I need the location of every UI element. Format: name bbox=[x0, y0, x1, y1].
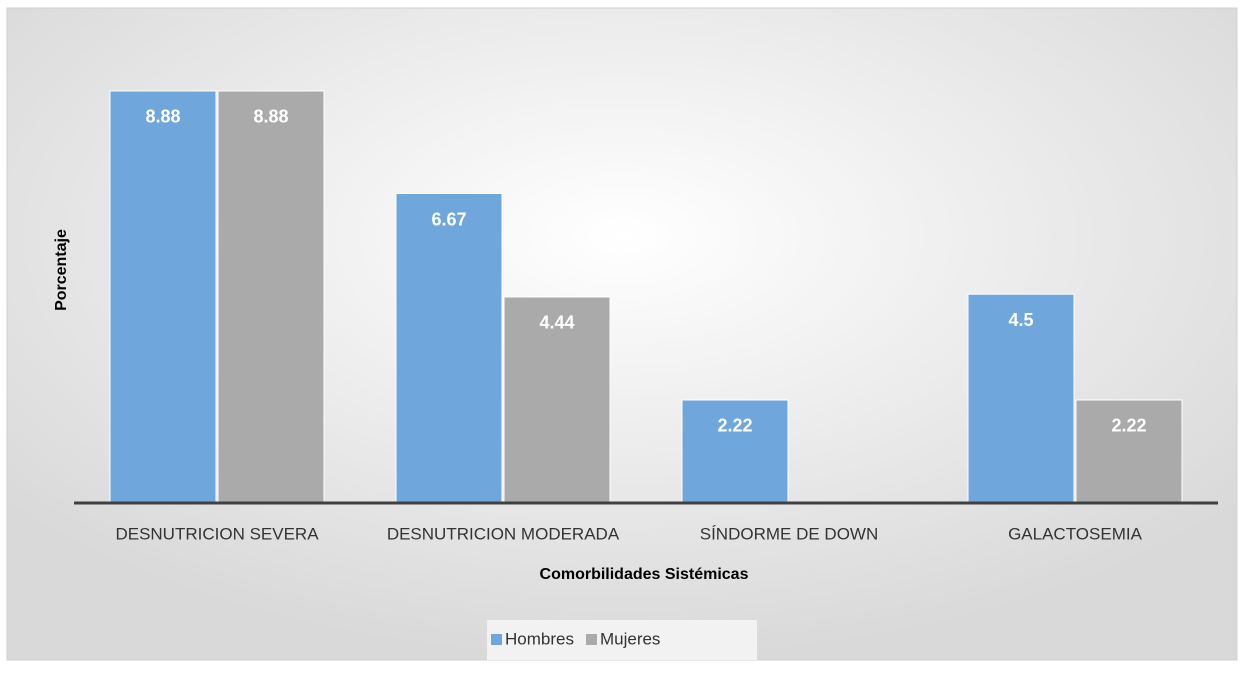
data-label: 8.88 bbox=[253, 107, 288, 127]
x-tick-label: DESNUTRICION MODERADA bbox=[387, 524, 620, 543]
data-label: 2.22 bbox=[1111, 416, 1146, 436]
bar bbox=[109, 90, 217, 504]
x-tick-label: SÍNDORME DE DOWN bbox=[700, 524, 879, 543]
legend-label: Mujeres bbox=[600, 629, 660, 648]
data-label: 2.22 bbox=[717, 416, 752, 436]
data-label: 6.67 bbox=[431, 209, 466, 229]
legend-box bbox=[487, 620, 757, 660]
data-label: 8.88 bbox=[145, 107, 180, 127]
bar bbox=[967, 293, 1075, 504]
data-label: 4.5 bbox=[1008, 310, 1033, 330]
bar bbox=[395, 193, 503, 504]
y-axis-title: Porcentaje bbox=[53, 229, 70, 311]
legend-swatch bbox=[491, 634, 502, 645]
bar bbox=[503, 296, 611, 504]
x-axis-title: Comorbilidades Sistémicas bbox=[540, 566, 749, 583]
data-label: 4.44 bbox=[539, 313, 574, 333]
bar bbox=[217, 90, 325, 504]
bar bbox=[681, 399, 789, 504]
legend-swatch bbox=[585, 634, 597, 645]
x-tick-label: GALACTOSEMIA bbox=[1008, 524, 1142, 543]
legend-label: Hombres bbox=[505, 629, 574, 648]
x-tick-label: DESNUTRICION SEVERA bbox=[115, 524, 319, 543]
